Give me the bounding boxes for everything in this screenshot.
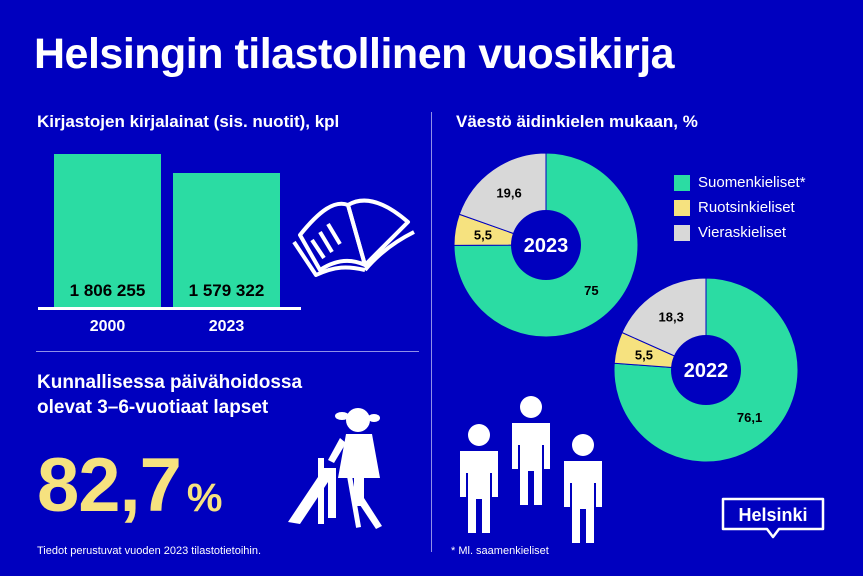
legend-label-swedish: Ruotsinkieliset	[698, 199, 795, 216]
donut-hole-2022	[671, 335, 741, 405]
books-section-title: Kirjastojen kirjalainat (sis. nuotit), k…	[37, 112, 340, 131]
child-on-slide-icon	[288, 408, 382, 529]
legend: Suomenkieliset* Ruotsinkieliset Vieraski…	[674, 174, 806, 241]
donut-hole-2023	[511, 210, 581, 280]
donut-value-label-2023-swedish: 5,5	[474, 227, 492, 242]
donut-value-label-2023-other: 19,6	[496, 186, 521, 201]
daycare-percentage-value: 82,7	[37, 443, 182, 528]
donut-value-label-2023-finnish: 75	[584, 283, 598, 298]
footnote: * Ml. saamenkieliset	[451, 545, 549, 557]
bar-2023	[173, 173, 280, 308]
legend-item-other: Vieraskieliset	[674, 224, 806, 241]
helsinki-logo-text: Helsinki	[738, 505, 808, 525]
daycare-kpi: 82,7 %	[37, 442, 223, 529]
source-note: Tiedot perustuvat vuoden 2023 tilastotie…	[37, 545, 262, 557]
donut-slice-2022-finnish	[613, 277, 799, 463]
legend-swatch-swedish	[674, 199, 690, 216]
donut-value-label-2022-swedish: 5,5	[635, 347, 653, 362]
legend-item-finnish: Suomenkieliset*	[674, 174, 806, 191]
vertical-divider	[431, 112, 432, 552]
legend-label-finnish: Suomenkieliset*	[698, 174, 806, 191]
helsinki-logo	[721, 497, 825, 539]
daycare-percentage-unit: %	[186, 476, 223, 520]
bar-2000	[54, 154, 161, 308]
donut-chart-2022: 76,1 5,5 18,3 2022	[613, 277, 799, 463]
legend-item-swedish: Ruotsinkieliset	[674, 199, 806, 216]
donut-value-label-2022-other: 18,3	[659, 309, 684, 324]
bar-value-label-2000: 1 806 255	[69, 281, 146, 300]
donut-slice-2023-finnish	[453, 152, 639, 338]
daycare-title-line2: olevat 3–6-vuotiaat lapset	[37, 397, 269, 418]
year-label-2000: 2000	[89, 318, 126, 335]
page-title: Helsingin tilastollinen vuosikirja	[34, 30, 675, 78]
legend-swatch-finnish	[674, 174, 690, 191]
year-label-2023: 2023	[208, 318, 245, 335]
legend-swatch-other	[674, 224, 690, 241]
languages-section-title: Väestö äidinkielen mukaan, %	[456, 112, 698, 131]
people-icon	[460, 396, 602, 543]
horizontal-divider	[36, 351, 419, 352]
donut-value-label-2022-finnish: 76,1	[737, 410, 762, 425]
donut-chart-2023: 75 5,5 19,6 2023	[453, 152, 639, 338]
donut-center-label-2022: 2022	[684, 360, 729, 382]
bar-value-label-2023: 1 579 322	[188, 281, 265, 300]
open-book-icon	[292, 198, 415, 277]
donut-center-label-2023: 2023	[524, 235, 569, 257]
legend-label-other: Vieraskieliset	[698, 224, 787, 241]
daycare-title-line1: Kunnallisessa päivähoidossa	[37, 372, 303, 393]
bar-baseline	[38, 307, 301, 310]
